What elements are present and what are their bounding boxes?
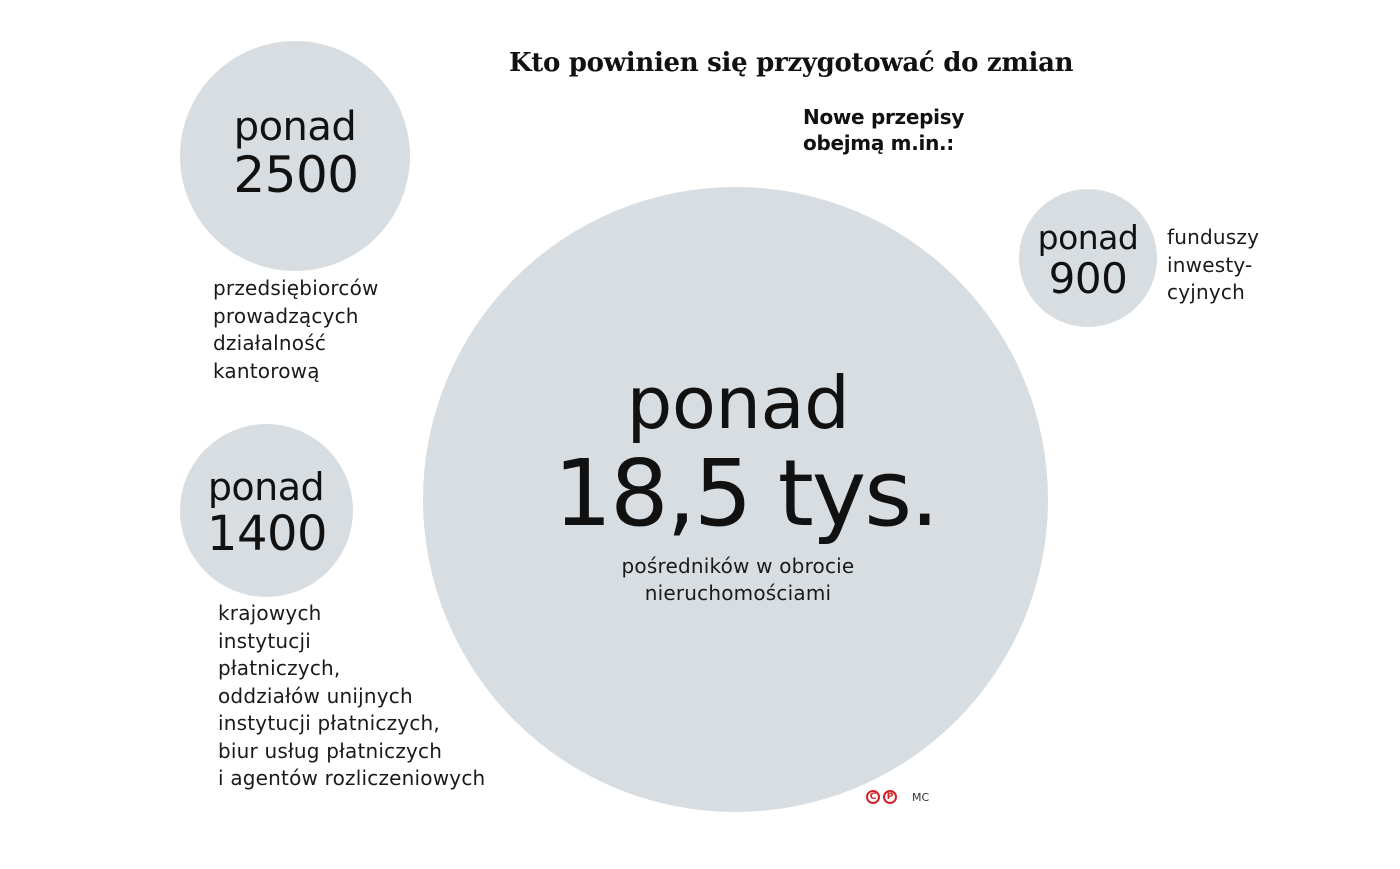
infographic-subtitle: Nowe przepisy obejmą m.in.: bbox=[803, 104, 964, 156]
author-initials: MC bbox=[912, 790, 930, 804]
description-line: prowadzących bbox=[213, 303, 359, 328]
bubble-currency-exchange-prefix: ponad bbox=[233, 104, 357, 150]
description-line: krajowych bbox=[218, 601, 322, 625]
phonogram-icon: P bbox=[883, 790, 897, 804]
bubble-investment-funds-value: 900 bbox=[1048, 254, 1128, 303]
subtitle-line-1: Nowe przepisy bbox=[803, 105, 965, 129]
bubble-currency-exchange bbox=[180, 41, 410, 271]
bubble-payment-institutions-prefix: ponad bbox=[207, 465, 325, 509]
bubble-payment-institutions bbox=[180, 424, 353, 597]
description-line: funduszy bbox=[1167, 225, 1260, 249]
description-line: płatniczych, bbox=[218, 656, 341, 680]
description-line: pośredników w obrocie bbox=[621, 554, 855, 578]
description-line: i agentów rozliczeniowych bbox=[218, 766, 486, 790]
description-line: kantorową bbox=[213, 358, 320, 383]
bubble-payment-institutions-description: krajowych instytucji płatniczych, oddzia… bbox=[218, 600, 485, 793]
description-line: instytucji bbox=[218, 628, 311, 653]
bubble-real-estate-agents-description: pośredników w obrocie nieruchomościami bbox=[423, 553, 1053, 607]
bubble-real-estate-agents-prefix: ponad bbox=[626, 361, 850, 445]
description-line: nieruchomościami bbox=[644, 581, 832, 605]
bubble-real-estate-agents bbox=[423, 187, 1048, 812]
bubble-currency-exchange-description: przedsiębiorców prowadzących działalność… bbox=[213, 275, 379, 385]
description-line: inwesty- bbox=[1167, 252, 1253, 277]
credit: C P MC bbox=[866, 790, 929, 804]
copyright-icon: C bbox=[866, 790, 880, 804]
description-line: cyjnych bbox=[1167, 280, 1245, 304]
description-line: działalność bbox=[213, 331, 327, 355]
description-line: oddziałów unijnych bbox=[218, 683, 413, 708]
description-line: biur usług płatniczych bbox=[218, 738, 443, 763]
subtitle-line-2: obejmą m.in.: bbox=[803, 131, 955, 155]
bubble-investment-funds bbox=[1019, 189, 1157, 327]
bubble-currency-exchange-value: 2500 bbox=[233, 146, 359, 204]
bubble-real-estate-agents-value: 18,5 tys. bbox=[553, 440, 940, 547]
description-line: instytucji płatniczych, bbox=[218, 711, 440, 735]
bubble-investment-funds-description: funduszy inwesty- cyjnych bbox=[1167, 224, 1259, 307]
infographic-title: Kto powinien się przygotować do zmian bbox=[509, 48, 1074, 78]
bubble-investment-funds-prefix: ponad bbox=[1037, 218, 1139, 257]
bubble-payment-institutions-value: 1400 bbox=[206, 506, 328, 562]
description-line: przedsiębiorców bbox=[213, 276, 379, 300]
